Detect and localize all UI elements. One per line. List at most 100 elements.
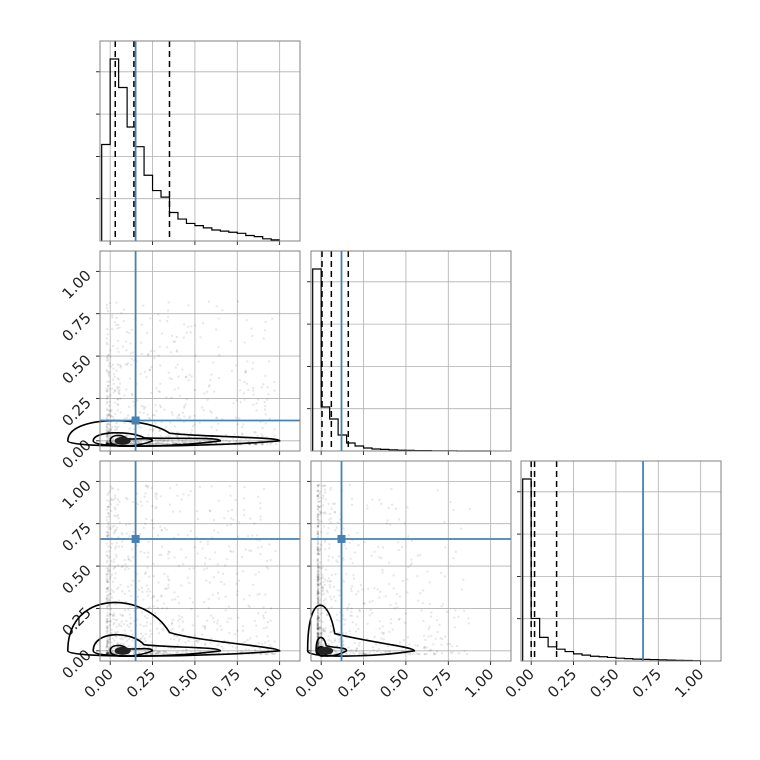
scatter-point (215, 429, 219, 432)
scatter-point (108, 570, 111, 573)
scatter-point (105, 590, 108, 594)
scatter-point (316, 540, 319, 543)
scatter-point (273, 652, 276, 656)
scatter-point (327, 526, 330, 530)
scatter-point (106, 594, 109, 598)
scatter-point (316, 494, 319, 498)
scatter-point (105, 519, 109, 522)
scatter-point (381, 568, 384, 572)
scatter-point (106, 354, 109, 357)
scatter-point (105, 394, 109, 398)
scatter-panel-p0-p1: 0.000.250.500.751.00 (58, 250, 301, 472)
scatter-point (232, 550, 235, 553)
scatter-point (107, 505, 110, 508)
scatter-point (179, 548, 183, 551)
scatter-point (316, 592, 320, 595)
scatter-point (109, 414, 112, 417)
scatter-point (203, 643, 207, 647)
scatter-point (105, 638, 109, 641)
scatter-point (204, 642, 207, 645)
scatter-point (407, 565, 410, 569)
scatter-point (105, 387, 109, 390)
scatter-point (227, 605, 231, 608)
scatter-point (106, 333, 109, 336)
scatter-point (150, 486, 153, 490)
scatter-point (241, 425, 244, 429)
scatter-point (317, 522, 320, 526)
scatter-point (106, 505, 109, 509)
scatter-point (106, 620, 110, 623)
scatter-point (334, 650, 338, 653)
scatter-point (317, 577, 321, 580)
scatter-point (261, 426, 264, 430)
scatter-point (316, 644, 320, 647)
scatter-point (130, 629, 133, 632)
scatter-point (337, 631, 340, 635)
scatter-point (140, 352, 144, 356)
scatter-point (113, 514, 116, 517)
scatter-point (211, 593, 215, 597)
scatter-point (106, 427, 109, 430)
scatter-point (172, 634, 176, 638)
grid (100, 251, 300, 451)
scatter-point (358, 608, 361, 612)
x-tick-label: 1.00 (461, 665, 497, 701)
scatter-point (157, 650, 161, 653)
scatter-point (118, 326, 121, 329)
scatter-point (452, 557, 455, 560)
scatter-point (241, 624, 245, 628)
scatter-point (196, 640, 200, 644)
scatter-point (392, 574, 395, 577)
scatter-point (327, 638, 330, 642)
scatter-point (316, 589, 320, 592)
scatter-point (106, 651, 110, 655)
scatter-point (106, 531, 109, 535)
scatter-point (148, 443, 151, 446)
scatter-point (350, 585, 354, 588)
scatter-point (189, 489, 192, 493)
scatter-point (120, 642, 123, 646)
scatter-point (180, 616, 184, 619)
scatter-point (154, 438, 158, 442)
scatter-point (153, 648, 157, 652)
scatter-point (320, 577, 323, 580)
scatter-point (317, 628, 320, 631)
scatter-point (319, 500, 322, 503)
scatter-point (387, 582, 391, 586)
scatter-point (115, 555, 118, 559)
scatter-point (107, 515, 111, 518)
scatter-point (378, 627, 382, 630)
scatter-point (379, 590, 382, 594)
density-core (317, 646, 334, 655)
scatter-point (115, 618, 119, 621)
scatter-point (149, 317, 152, 320)
scatter-point (321, 585, 324, 588)
scatter-point (107, 413, 111, 417)
scatter-point (127, 625, 131, 629)
scatter-point (110, 316, 114, 319)
scatter-point (206, 543, 210, 546)
scatter-point (178, 625, 181, 628)
scatter-point (130, 646, 134, 649)
scatter-point (153, 350, 156, 353)
scatter-point (350, 590, 353, 593)
scatter-point (128, 427, 131, 430)
scatter-point (130, 393, 134, 396)
x-tick-label: 0.00 (81, 665, 117, 701)
scatter-point (316, 508, 320, 511)
scatter-point (316, 631, 320, 634)
scatter-point (127, 608, 130, 611)
scatter-point (105, 422, 109, 426)
scatter-point (316, 627, 319, 631)
scatter-point (119, 364, 123, 368)
scatter-point (117, 564, 120, 567)
scatter-point (355, 623, 358, 626)
scatter-point (118, 500, 121, 504)
scatter-point (106, 435, 110, 439)
scatter-point (106, 442, 109, 445)
scatter-point (318, 640, 321, 643)
y-tick-label: 0.50 (58, 351, 94, 387)
panel-frame (99, 460, 301, 662)
scatter-point (434, 637, 437, 641)
